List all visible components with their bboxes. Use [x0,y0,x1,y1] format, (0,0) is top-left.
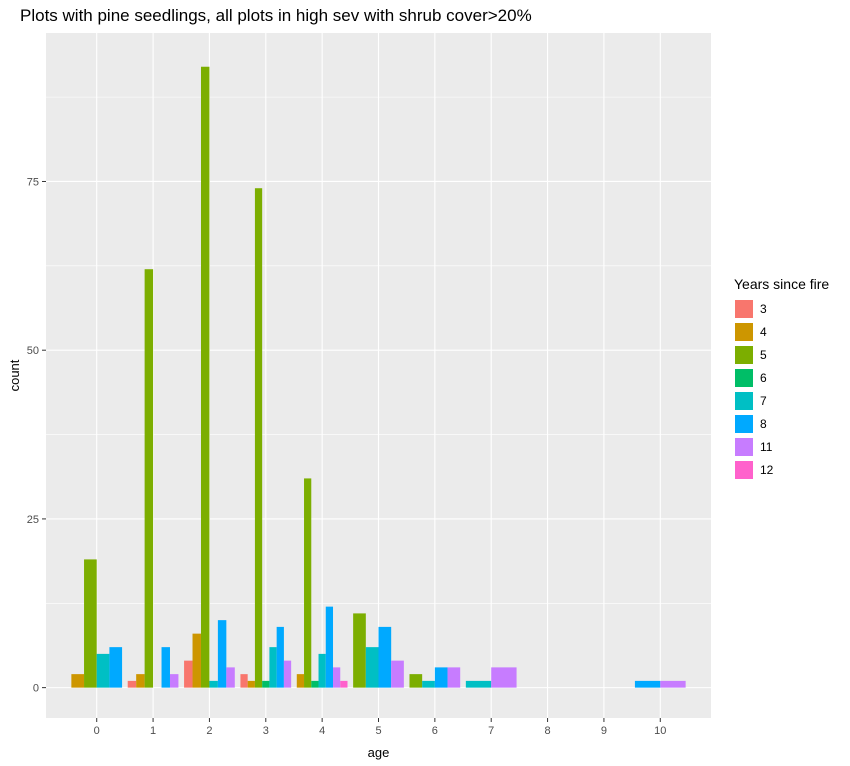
chart-title: Plots with pine seedlings, all plots in … [20,6,532,25]
bar-age-3-series-3 [240,674,248,688]
bar-age-1-series-5 [144,269,154,688]
bar-age-3-series-6 [262,680,270,688]
legend-swatch [734,321,754,342]
legend-label: 5 [760,347,767,362]
bar-age-2-series-8 [217,620,227,688]
legend-label: 7 [760,393,767,408]
bar-age-0-series-4 [71,674,85,688]
bar-age-10-series-8 [634,680,661,688]
bar-age-0-series-8 [109,647,123,688]
bar-age-5-series-8 [378,626,392,688]
legend-item-12: 12 [734,458,829,481]
bar-age-6-series-5 [409,674,423,688]
y-axis: 0 25 50 75 [27,176,46,695]
x-tick-label: 3 [263,725,269,737]
bar-age-4-series-4 [296,674,305,688]
bar-age-7-series-7 [465,680,492,688]
legend-label: 8 [760,416,767,431]
y-tick-label: 25 [27,514,39,526]
legend-swatch [734,413,754,434]
legend-label: 11 [760,439,773,454]
legend-swatch [734,367,754,388]
legend-label: 6 [760,370,767,385]
x-tick-label: 4 [319,725,325,737]
bar-age-6-series-7 [422,680,435,688]
bar-age-4-series-7 [318,653,326,688]
legend-item-3: 3 [734,297,829,320]
bar-age-4-series-12 [340,680,348,688]
x-tick-label: 9 [601,725,607,737]
bar-age-1-series-4 [136,674,145,688]
bar-age-7-series-11 [491,667,517,688]
bar-age-5-series-11 [391,660,404,688]
bar-age-3-series-8 [276,626,284,688]
bar-age-4-series-8 [325,606,334,688]
legend-item-4: 4 [734,320,829,343]
legend-items: 3 4 5 6 7 8 11 12 [734,297,829,481]
bar-age-3-series-5 [254,188,263,688]
legend-swatch [734,436,754,457]
y-tick-label: 0 [33,683,39,695]
bar-age-6-series-11 [447,667,461,688]
bar-age-5-series-5 [353,613,366,688]
bar-age-6-series-8 [434,667,448,688]
y-axis-label: count [7,359,22,391]
x-tick-label: 2 [206,725,212,737]
x-axis-label: age [368,745,390,760]
bar-age-0-series-7 [96,653,110,688]
bar-age-0-series-5 [84,559,97,688]
x-tick-label: 10 [654,725,666,737]
bars [71,66,686,688]
x-tick-label: 5 [375,725,381,737]
y-tick-label: 75 [27,176,39,188]
legend-swatch [734,459,754,480]
bar-age-2-series-7 [209,680,218,688]
legend-label: 3 [760,301,767,316]
bar-age-4-series-11 [333,667,341,688]
legend-item-11: 11 [734,435,829,458]
x-axis: 0 1 2 3 4 5 6 7 8 9 10 [94,718,666,737]
legend-swatch [734,390,754,411]
bar-age-4-series-5 [304,478,312,688]
bar-age-1-series-11 [169,674,179,688]
bar-age-2-series-5 [200,66,210,688]
bar-age-10-series-11 [660,680,686,688]
bar-age-3-series-4 [247,680,255,688]
legend-label: 4 [760,324,767,339]
x-tick-label: 6 [432,725,438,737]
bar-age-2-series-4 [192,633,201,688]
legend-item-5: 5 [734,343,829,366]
legend-label: 12 [760,462,774,477]
legend-item-7: 7 [734,389,829,412]
bar-age-1-series-8 [161,647,170,688]
y-tick-label: 50 [27,345,39,357]
legend-swatch [734,344,754,365]
bar-age-4-series-6 [311,680,319,688]
bar-age-2-series-11 [226,667,235,688]
legend-title: Years since fire [734,276,830,292]
x-tick-label: 7 [488,725,494,737]
x-tick-label: 8 [545,725,551,737]
legend-item-8: 8 [734,412,829,435]
bar-age-1-series-3 [127,680,137,688]
x-tick-label: 0 [94,725,100,737]
legend: Years since fire 3 4 5 6 7 8 11 12 [734,276,829,481]
bar-age-3-series-11 [283,660,292,688]
bar-age-3-series-7 [269,647,277,688]
legend-item-6: 6 [734,366,829,389]
x-tick-label: 1 [150,725,156,737]
bar-age-5-series-7 [365,647,379,688]
legend-swatch [734,298,754,319]
bar-age-2-series-3 [184,660,193,688]
